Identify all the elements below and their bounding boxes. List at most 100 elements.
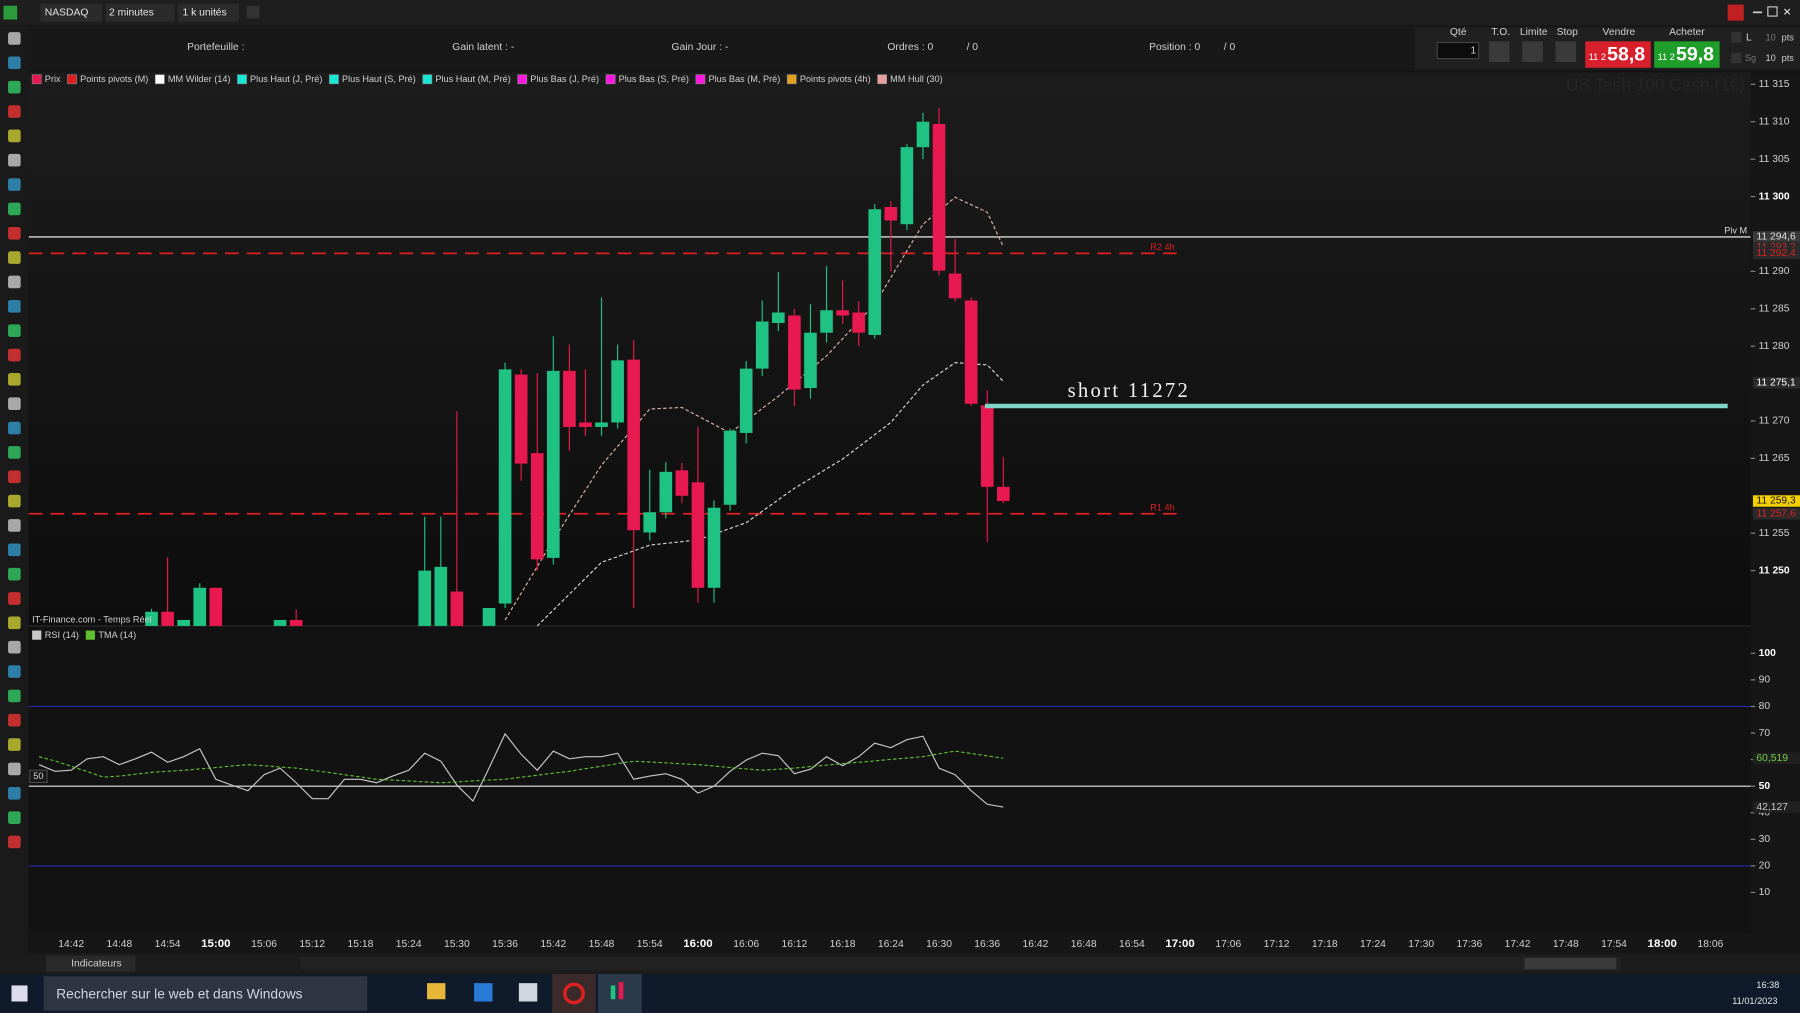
tool-icon[interactable] [8,178,21,191]
indicator-line [38,750,1004,784]
tool-icon[interactable] [8,202,21,216]
tool-icon[interactable] [8,811,21,824]
y-tick-label: 11 255 [1759,528,1790,539]
legend-label: RSI (14) [45,630,79,640]
trading-icon-a [610,985,616,1000]
tool-icon[interactable] [8,616,21,630]
candle-body [820,310,833,333]
tool-icon[interactable] [8,324,21,337]
stop-button[interactable] [1555,41,1577,63]
legend-swatch [32,630,42,640]
position: Position : 0 [1149,42,1200,53]
tool-icon[interactable] [8,129,21,143]
qty-input[interactable] [1436,41,1480,60]
units-select[interactable] [177,3,239,22]
level-label: 50 [33,771,43,781]
legend-swatch [877,74,888,85]
tool-icon[interactable] [8,348,21,362]
y-tick-label: 40 [1759,807,1771,818]
value-label-box [1752,801,1800,813]
checkbox-l[interactable] [1731,32,1742,43]
close-button[interactable]: ✕ [1783,7,1792,18]
info-button[interactable] [246,5,260,19]
tool-icon[interactable] [8,738,21,751]
explorer-icon[interactable] [427,983,446,1000]
legend-swatch [695,74,706,85]
tool-icon[interactable] [8,32,21,45]
candle-body [980,405,994,487]
y-tick-label: 70 [1759,728,1771,739]
tool-icon[interactable] [8,275,21,289]
price-label-box [1752,507,1800,520]
tool-icon[interactable] [8,105,21,118]
rsi-pane [28,625,1751,933]
tool-icon[interactable] [8,835,21,849]
price-label-box [1752,241,1800,254]
candle-body [948,273,962,299]
tool-icon[interactable] [8,543,21,557]
limite-button[interactable] [1522,41,1543,63]
tool-icon[interactable] [8,519,21,532]
tool-icon[interactable] [8,494,21,508]
indicators-label: Indicateurs [71,958,122,969]
tool-icon[interactable] [8,226,21,240]
candle-body [530,453,544,560]
tool-icon[interactable] [8,373,21,386]
x-tick-label: 18:00 [1648,938,1677,950]
tool-icon[interactable] [8,421,21,435]
clock-date: 11/01/2023 [1732,996,1777,1006]
maximize-button[interactable] [1767,6,1778,17]
price-label: 11 293,2 [1756,242,1796,253]
scroll-thumb[interactable] [1524,957,1617,970]
price-label: 11 275,1 [1756,378,1796,389]
search-box[interactable] [43,976,368,1011]
tool-icon[interactable] [8,567,21,581]
tool-icon[interactable] [8,592,21,605]
tool-icon[interactable] [8,446,21,459]
edge-icon[interactable] [474,983,493,1002]
start-button[interactable] [11,985,28,1002]
price-label: 11 294,6 [1756,232,1796,243]
candle-body [145,611,158,626]
sell-button[interactable] [1585,41,1651,68]
scrollbar[interactable] [300,956,1621,971]
legend-swatch [517,74,528,85]
tool-icon[interactable] [8,640,21,654]
to-button[interactable] [1488,41,1510,63]
tool-icon[interactable] [8,397,21,411]
indicators-button[interactable] [45,955,136,972]
x-tick-label: 16:54 [1119,939,1145,950]
y-tick-label: 90 [1759,675,1771,686]
tool-icon[interactable] [8,299,21,313]
y-tick-label: 11 315 [1759,79,1790,90]
tool-icon[interactable] [8,665,21,678]
candle-body [900,147,914,225]
tool-icon[interactable] [8,470,21,484]
legend-swatch [237,74,247,85]
tool-icon[interactable] [8,786,21,800]
x-tick-label: 15:06 [251,939,277,950]
legend-label: Plus Haut (S, Pré) [342,74,416,84]
tool-icon[interactable] [8,153,21,167]
checkbox-sg[interactable] [1731,52,1742,64]
buy-button[interactable] [1654,41,1720,68]
tool-icon[interactable] [8,80,21,94]
y-tick-label: 11 285 [1759,303,1790,314]
opera-tab[interactable] [552,973,596,1013]
tool-icon[interactable] [8,251,21,264]
symbol-select[interactable] [40,3,103,22]
tool-icon[interactable] [8,713,21,727]
opera-icon [563,982,585,1005]
x-tick-label: 15:24 [396,939,422,950]
interval-select[interactable] [105,3,175,22]
x-tick-label: 15:30 [444,939,470,950]
legend-swatch [85,630,95,640]
store-icon[interactable] [518,983,538,1002]
legend-label: Points pivots (M) [80,74,148,84]
tool-icon[interactable] [8,689,21,703]
legend-label: Points pivots (4h) [800,74,871,84]
tool-icon[interactable] [8,762,21,776]
qty: 1 [1471,45,1477,56]
tool-icon[interactable] [8,56,21,70]
minimize-button[interactable] [1752,11,1763,14]
